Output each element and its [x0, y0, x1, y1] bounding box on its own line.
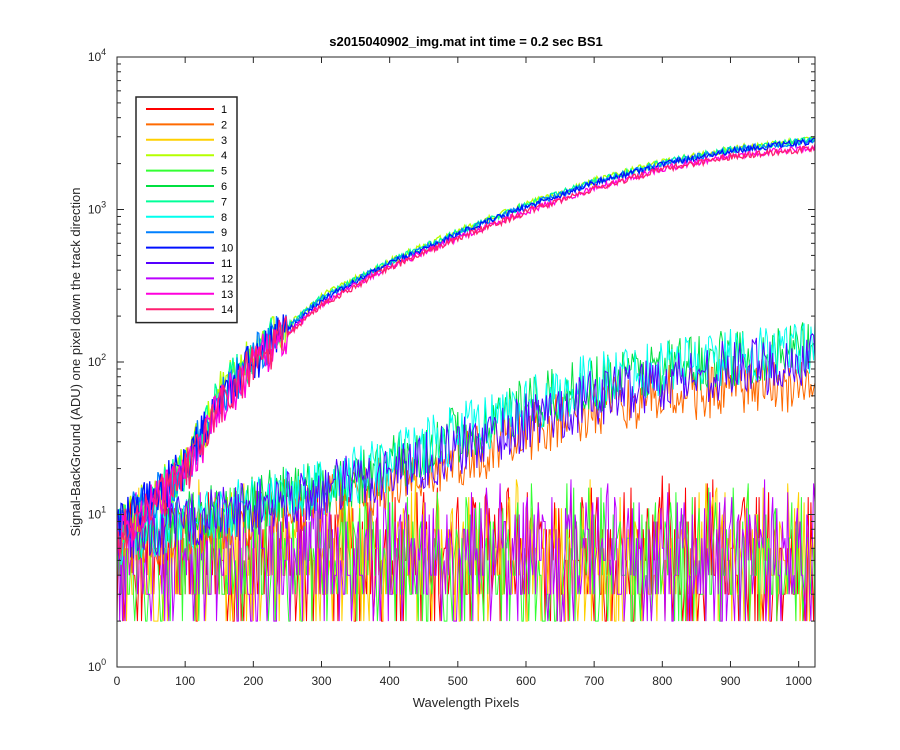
- y-tick-exp: 3: [101, 200, 106, 210]
- y-tick-label: 102: [88, 352, 106, 369]
- y-tick-base: 10: [88, 508, 102, 522]
- y-tick-base: 10: [88, 203, 102, 217]
- legend-label-7: 7: [221, 196, 227, 208]
- series-line-11: [117, 333, 815, 561]
- y-tick-exp: 4: [101, 47, 106, 57]
- legend-label-6: 6: [221, 181, 227, 193]
- legend-label-14: 14: [221, 304, 233, 316]
- x-tick-label: 700: [584, 674, 604, 688]
- legend-label-13: 13: [221, 289, 233, 301]
- x-tick-label: 0: [114, 674, 121, 688]
- series-line-8: [117, 321, 815, 566]
- y-tick-exp: 1: [101, 505, 106, 515]
- y-tick-label: 104: [88, 47, 106, 64]
- x-tick-label: 900: [720, 674, 740, 688]
- legend-box: [135, 96, 238, 324]
- legend-label-10: 10: [221, 243, 233, 255]
- x-axis: 0 100 200 300 400 500 600 700 800 900 1000: [114, 57, 812, 688]
- chart-title: s2015040902_img.mat int time = 0.2 sec B…: [329, 34, 603, 49]
- legend-label-2: 2: [221, 119, 227, 131]
- legend-label-9: 9: [221, 227, 227, 239]
- legend-label-12: 12: [221, 273, 233, 285]
- legend-label-1: 1: [221, 104, 227, 116]
- x-tick-label: 600: [516, 674, 536, 688]
- series-layer: [117, 135, 815, 622]
- y-tick-base: 10: [88, 660, 102, 674]
- x-tick-label: 800: [652, 674, 672, 688]
- legend-label-4: 4: [221, 150, 227, 162]
- y-tick-label: 100: [88, 657, 106, 674]
- x-tick-label: 400: [380, 674, 400, 688]
- series-line-14: [117, 144, 815, 559]
- legend-label-8: 8: [221, 212, 227, 224]
- y-tick-base: 10: [88, 355, 102, 369]
- x-tick-label: 100: [175, 674, 195, 688]
- legend-label-3: 3: [221, 135, 227, 147]
- legend-label-11: 11: [221, 258, 232, 270]
- x-tick-label: 200: [243, 674, 263, 688]
- x-tick-label: 500: [448, 674, 468, 688]
- y-axis-label: Signal-BackGround (ADU) one pixel down t…: [68, 187, 83, 536]
- y-tick-base: 10: [88, 50, 102, 64]
- series-line-10: [117, 137, 815, 543]
- series-line-5: [117, 479, 815, 622]
- series-line-7: [117, 135, 815, 544]
- x-tick-label: 1000: [785, 674, 812, 688]
- series-line-6: [117, 322, 815, 561]
- legend-label-5: 5: [221, 166, 227, 178]
- y-tick-exp: 2: [101, 352, 106, 362]
- series-line-12: [117, 479, 815, 622]
- y-tick-exp: 0: [101, 657, 106, 667]
- x-tick-label: 300: [311, 674, 331, 688]
- y-tick-label: 103: [88, 200, 106, 217]
- y-tick-label: 101: [88, 505, 106, 522]
- x-axis-label: Wavelength Pixels: [413, 695, 520, 710]
